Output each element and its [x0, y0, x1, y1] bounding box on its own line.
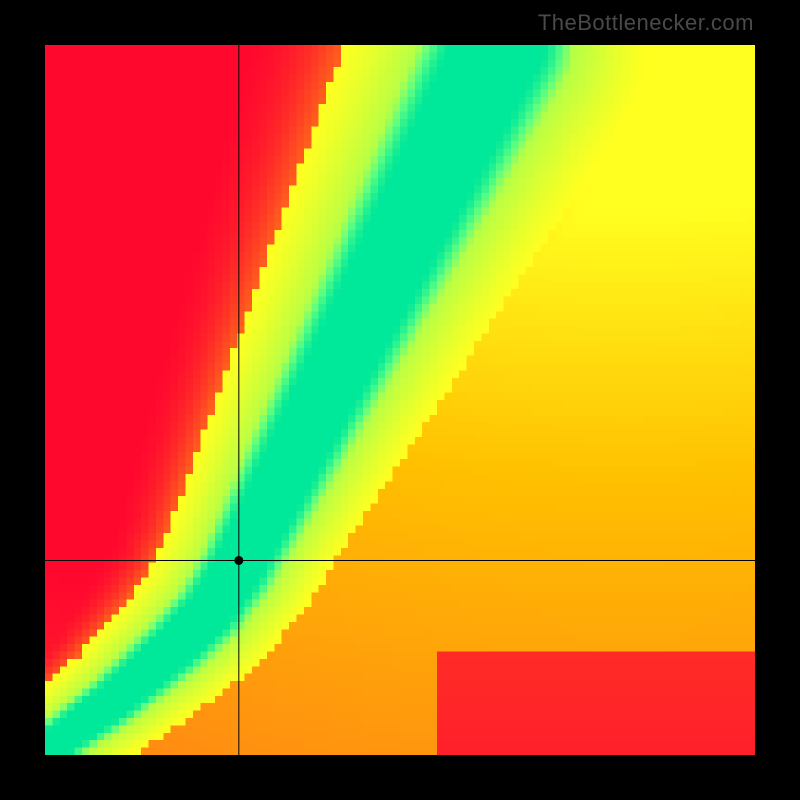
- stage: TheBottlenecker.com: [0, 0, 800, 800]
- watermark-text: TheBottlenecker.com: [538, 10, 754, 36]
- bottleneck-heatmap: [45, 45, 755, 755]
